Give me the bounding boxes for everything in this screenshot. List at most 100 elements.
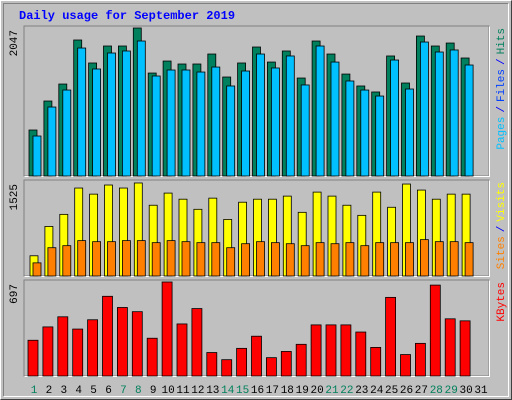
bar (196, 71, 206, 177)
bar (280, 351, 292, 377)
bar (285, 243, 295, 277)
bar (434, 241, 444, 277)
bar (62, 245, 72, 277)
bar (176, 323, 188, 377)
y-tick-label: 697 (9, 284, 21, 304)
bar (146, 337, 158, 377)
x-tick-label: 12 (191, 385, 204, 397)
bar (360, 89, 370, 177)
bar (390, 59, 400, 177)
x-tick-label: 14 (221, 385, 235, 397)
bar (340, 324, 352, 377)
x-tick-label: 15 (236, 385, 249, 397)
x-tick-label: 17 (266, 385, 279, 397)
bar (92, 241, 101, 277)
bar (375, 242, 385, 277)
bar (459, 320, 471, 377)
bar (77, 47, 87, 177)
bar (429, 284, 441, 377)
bar (300, 245, 310, 277)
x-tick-label: 29 (445, 385, 458, 397)
bar (47, 106, 57, 177)
x-tick-label: 31 (474, 385, 488, 397)
x-tick-label: 11 (176, 385, 190, 397)
x-tick-label: 24 (370, 385, 384, 397)
bar (241, 243, 251, 277)
bar (42, 326, 54, 377)
bar (355, 331, 367, 377)
legend-entry: Visits (496, 182, 508, 222)
bar (226, 247, 236, 277)
x-tick-label: 13 (206, 385, 219, 397)
bar (285, 55, 295, 177)
bar (47, 247, 57, 277)
x-tick-label: 20 (310, 385, 323, 397)
bar (32, 135, 42, 177)
bar (136, 40, 146, 177)
bar (251, 335, 262, 377)
bar (57, 316, 69, 377)
bar (256, 241, 265, 277)
bar (434, 51, 444, 177)
plot-bevel (24, 280, 490, 377)
bar (345, 242, 355, 277)
legend: Pages / Files / Hits (496, 28, 508, 150)
bar (419, 41, 429, 177)
bar (330, 61, 340, 177)
bar (390, 242, 400, 277)
x-tick-label: 21 (325, 385, 339, 397)
x-tick-label: 22 (340, 385, 353, 397)
x-tick-label: 19 (296, 385, 309, 397)
legend-entry: Files (496, 69, 508, 102)
bar (151, 242, 161, 277)
bar (414, 342, 426, 377)
bar (300, 84, 310, 177)
bar (221, 359, 233, 377)
bar (72, 328, 84, 377)
x-tick-label: 18 (281, 385, 294, 397)
x-tick-label: 27 (415, 385, 428, 397)
x-tick-label: 10 (161, 385, 174, 397)
bevel-inner (3, 3, 509, 397)
bar (325, 324, 337, 377)
legend: KBytes (496, 282, 508, 322)
bar (117, 307, 128, 377)
legend-separator: / (496, 226, 508, 233)
bar (87, 319, 98, 377)
y-tick-label: 1525 (9, 184, 21, 210)
x-tick-label: 5 (90, 385, 97, 397)
bar (360, 245, 370, 277)
bar (464, 242, 474, 277)
bar (136, 240, 146, 277)
bar (62, 89, 72, 177)
bar (151, 75, 161, 177)
legend-entry: Sites (496, 236, 508, 269)
bar (419, 239, 429, 277)
bar (270, 67, 280, 177)
bar (122, 50, 131, 177)
bar (211, 242, 221, 277)
x-tick-label: 26 (400, 385, 413, 397)
legend-separator: / (496, 106, 508, 113)
bar (92, 68, 101, 177)
bar (449, 241, 459, 277)
bar (181, 241, 191, 277)
legend: Sites / Visits (496, 182, 508, 269)
bar (449, 49, 459, 177)
bar (400, 354, 411, 377)
x-tick-label: 3 (60, 385, 67, 397)
bar (166, 69, 176, 177)
legend-entry: KBytes (496, 282, 508, 322)
bar (102, 295, 113, 377)
x-tick-label: 8 (135, 385, 142, 397)
bar (464, 64, 474, 177)
bar (166, 240, 176, 277)
x-tick-label: 23 (355, 385, 368, 397)
bar (345, 80, 355, 177)
bar (211, 66, 221, 177)
x-tick-label: 6 (105, 385, 112, 397)
bar (315, 242, 325, 277)
